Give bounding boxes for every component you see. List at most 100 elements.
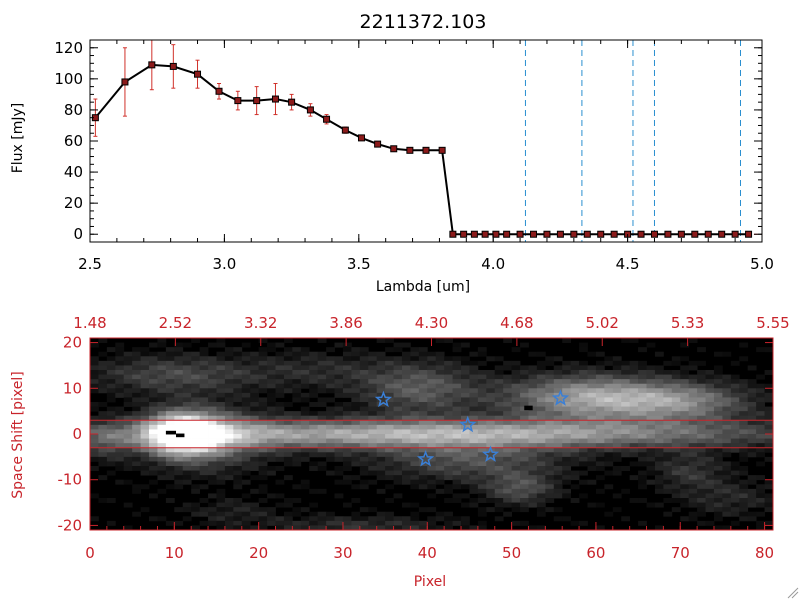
image-pixel [115, 411, 125, 417]
image-pixel [149, 470, 158, 476]
image-pixel [646, 466, 656, 471]
image-pixel [713, 365, 723, 371]
image-x-tick-label-4: 40 [418, 544, 437, 562]
image-pixel [98, 402, 108, 407]
image-pixel [199, 365, 209, 371]
image-pixel [233, 461, 243, 467]
image-pixel [739, 466, 749, 471]
image-pixel [132, 434, 141, 439]
image-pixel [705, 461, 715, 467]
image-pixel [545, 466, 555, 471]
image-pixel [191, 351, 201, 357]
image-pixel [688, 424, 698, 430]
image-pixel [334, 516, 344, 522]
image-pixel [646, 443, 656, 449]
image-pixel [503, 374, 512, 380]
image-pixel [326, 470, 335, 476]
flux-point-20 [460, 230, 468, 238]
image-pixel [629, 392, 639, 398]
image-pixel [713, 484, 723, 490]
image-pixel [157, 516, 167, 522]
image-pixel [410, 470, 420, 476]
image-pixel [106, 397, 116, 403]
image-pixel [267, 456, 276, 462]
image-pixel [149, 429, 158, 435]
image-pixel [638, 456, 647, 462]
image-pixel [562, 365, 572, 371]
image-pixel [250, 456, 260, 462]
image-pixel [393, 470, 403, 476]
image-pixel [241, 438, 251, 444]
image-pixel [427, 429, 437, 435]
image-pixel [587, 415, 597, 421]
image-pixel [165, 388, 175, 394]
image-pixel [418, 475, 428, 481]
image-pixel [418, 402, 428, 407]
image-pixel [418, 452, 428, 458]
image-pixel [418, 466, 428, 471]
image-pixel [224, 438, 234, 444]
image-pixel [722, 374, 732, 380]
image-pixel [638, 379, 647, 385]
star-marker-icon-2 [416, 450, 435, 467]
image-pixel [511, 383, 521, 389]
image-pixel [739, 493, 749, 499]
image-pixel [452, 397, 462, 403]
image-pixel [595, 420, 605, 426]
image-pixel [427, 516, 437, 522]
image-pixel [216, 360, 226, 366]
image-pixel [697, 438, 706, 444]
image-pixel [334, 388, 344, 394]
image-pixel [410, 456, 420, 462]
image-pixel [191, 388, 201, 394]
image-pixel [368, 365, 378, 371]
image-pixel [486, 415, 496, 421]
image-pixel [756, 447, 765, 453]
image-pixel [351, 461, 361, 467]
image-pixel [208, 356, 217, 362]
image-pixel [401, 438, 411, 444]
resize-grip-icon[interactable] [787, 587, 799, 599]
image-pixel [713, 388, 723, 394]
image-panel: 0 10 20 30 40 50 60 70 80 1.48 2.52 3.32 3.86 4.30 4.… [10, 314, 790, 590]
image-pixel [671, 356, 681, 362]
image-pixel [638, 520, 647, 526]
image-pixel [747, 406, 757, 412]
image-pixel [216, 351, 226, 357]
image-pixel [292, 392, 302, 398]
image-pixel [452, 383, 462, 389]
image-pixel [528, 383, 538, 389]
image-pixel [351, 356, 361, 362]
image-pixel [520, 461, 529, 467]
image-pixel [233, 420, 243, 426]
image-pixel [621, 443, 631, 449]
image-pixel [595, 438, 605, 444]
image-pixel [208, 365, 217, 371]
image-pixel [401, 411, 411, 417]
image-pixel [705, 438, 715, 444]
image-pixel [511, 456, 521, 462]
image-pixel [570, 452, 580, 458]
image-pixel [157, 415, 167, 421]
image-pixel [216, 498, 226, 503]
image-pixel [106, 456, 116, 462]
image-pixel [250, 507, 260, 513]
image-pixel [435, 411, 445, 417]
image-pixel [157, 452, 167, 458]
image-pixel [410, 520, 420, 526]
image-pixel [452, 434, 462, 439]
image-pixel [224, 347, 234, 353]
image-pixel [174, 388, 184, 394]
spectrum-y-tick-label-1: 20 [64, 194, 83, 212]
image-pixel [351, 475, 361, 481]
image-pixel [494, 356, 504, 362]
image-pixel [663, 479, 673, 485]
image-pixel [486, 507, 496, 513]
flux-point-35 [650, 230, 658, 238]
image-pixel [182, 456, 192, 462]
image-pixel [174, 402, 184, 407]
image-pixel [123, 479, 133, 485]
image-pixel [275, 360, 285, 366]
image-pixel [713, 383, 723, 389]
image-pixel [570, 383, 580, 389]
